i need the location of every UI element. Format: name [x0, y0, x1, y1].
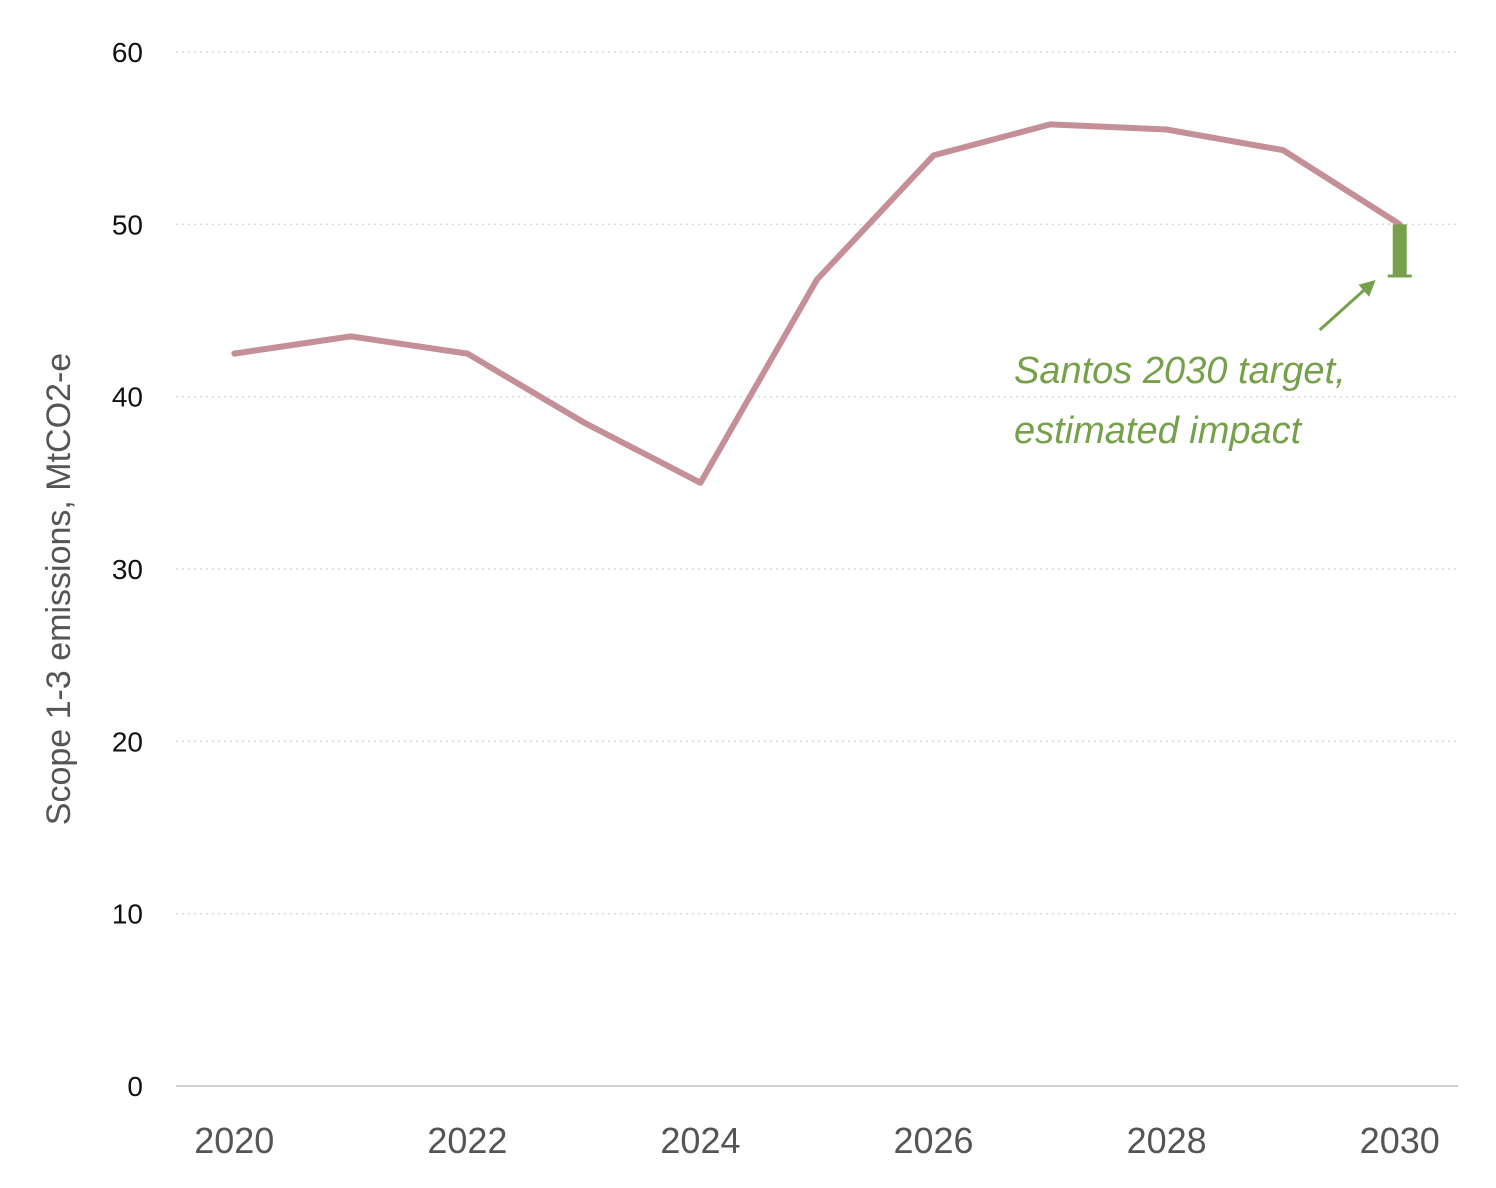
y-tick-label: 40 [112, 382, 143, 413]
annotation-text-line-1: Santos 2030 target, [1014, 350, 1346, 392]
x-tick-label: 2024 [660, 1120, 740, 1161]
y-tick-label: 10 [112, 899, 143, 930]
series-group [231, 121, 1403, 486]
annotation-text-line-2: estimated impact [1014, 410, 1303, 452]
annotation-arrow-shaft [1318, 283, 1371, 332]
x-tick-label: 2030 [1360, 1120, 1440, 1161]
y-tick-label: 0 [127, 1071, 143, 1102]
target-impact-bar [1392, 224, 1407, 277]
gridlines [176, 51, 1458, 915]
x-tick-label: 2028 [1127, 1120, 1207, 1161]
x-tick-label: 2026 [893, 1120, 973, 1161]
y-axis-label: Scope 1-3 emissions, MtCO2-e [40, 353, 78, 825]
x-tick-label: 2020 [194, 1120, 274, 1161]
annotation-arrow-head [1358, 280, 1376, 297]
y-tick-label: 50 [112, 209, 143, 240]
y-tick-label: 60 [112, 37, 143, 68]
y-tick-label: 20 [112, 726, 143, 757]
y-tick-label: 30 [112, 554, 143, 585]
series-line-0 [231, 121, 1403, 486]
y-axis-ticks: 0 10 20 30 40 50 60 [112, 37, 143, 1102]
x-tick-label: 2022 [427, 1120, 507, 1161]
annotation-group: Santos 2030 target, estimated impact [1014, 224, 1412, 452]
x-axis-ticks: 2020 2022 2024 2026 2028 2030 [194, 1120, 1440, 1161]
